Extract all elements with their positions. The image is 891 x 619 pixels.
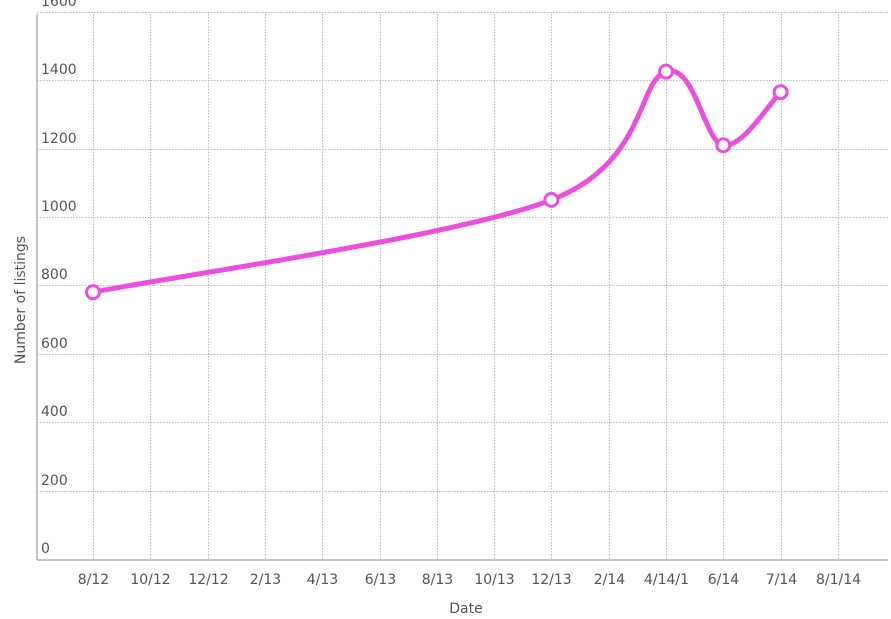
grid-layer	[37, 12, 888, 560]
data-point[interactable]	[543, 191, 560, 208]
y-tick-label: 200	[41, 473, 68, 489]
x-tick-label: 4/14/1	[644, 572, 689, 588]
series-line	[90, 68, 784, 295]
x-tick-label: 8/12	[78, 572, 109, 588]
data-point[interactable]	[85, 284, 101, 301]
y-tick-label: 1600	[41, 0, 77, 10]
axes-layer	[36, 14, 888, 561]
data-point[interactable]	[715, 137, 732, 154]
x-tick-label: 2/14	[594, 572, 626, 588]
x-tick-label: 8/1/14	[816, 572, 861, 588]
x-tick-label: 2/13	[250, 572, 281, 588]
y-axis-title: Number of listings	[13, 236, 29, 364]
x-tick-label: 6/14	[708, 572, 740, 588]
y-tick-label: 400	[41, 404, 68, 420]
x-tick-label: 4/13	[307, 572, 338, 588]
data-point[interactable]	[772, 84, 789, 101]
y-tick-label: 800	[41, 267, 68, 283]
x-axis-title: Date	[449, 601, 482, 617]
x-tick-label: 10/12	[130, 572, 170, 588]
x-tick-label: 8/13	[422, 572, 453, 588]
data-point[interactable]	[658, 63, 674, 80]
points-layer	[85, 63, 789, 301]
x-tick-label: 12/13	[531, 572, 571, 588]
x-tick-label: 7/14	[766, 572, 798, 588]
x-tick-label: 6/13	[365, 572, 396, 588]
y-tick-labels: 0 200 400 600 800 1000 1200 1400 1600	[41, 0, 77, 557]
y-tick-label: 600	[41, 336, 68, 352]
y-tick-label: 0	[41, 541, 50, 557]
y-tick-label: 1400	[41, 62, 77, 78]
x-tick-label: 12/12	[188, 572, 228, 588]
y-tick-label: 1000	[41, 199, 77, 215]
x-tick-label: 10/13	[474, 572, 514, 588]
series-layer	[90, 68, 784, 295]
y-tick-label: 1200	[41, 131, 77, 147]
x-tick-labels: 8/12 10/12 12/12 2/13 4/13 6/13 8/13 10/13 12/13…	[78, 572, 861, 588]
